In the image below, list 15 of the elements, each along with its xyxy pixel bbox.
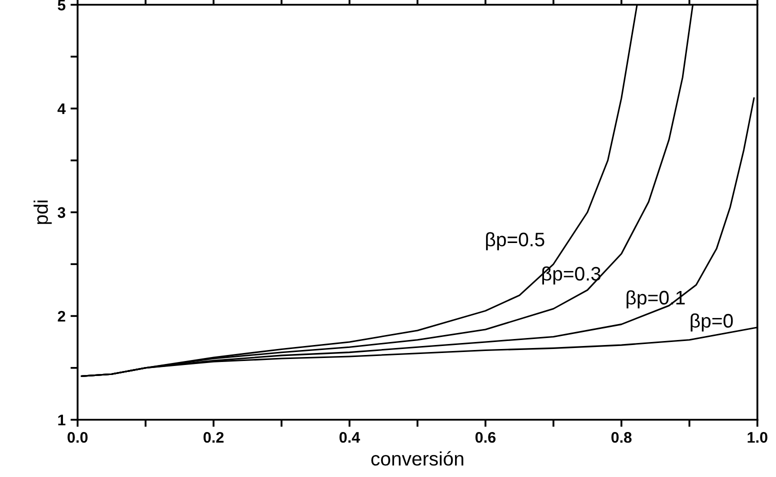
x-tick-label: 1.0 <box>748 432 768 443</box>
x-tick-label: 0.8 <box>611 432 632 443</box>
y-axis-title: pdi <box>34 200 52 224</box>
y-tick-label: 4 <box>58 104 66 114</box>
x-tick-label: 0.6 <box>475 432 496 443</box>
y-tick-label: 5 <box>58 0 66 10</box>
x-tick-label: 0.4 <box>339 432 360 443</box>
series-label: βp=0 <box>690 313 733 332</box>
y-tick-label: 3 <box>58 207 66 218</box>
series-label: βp=0.5 <box>486 232 544 250</box>
y-tick-label: 1 <box>58 414 66 426</box>
x-tick-label: 0.0 <box>68 432 88 443</box>
x-tick-label: 0.2 <box>204 432 224 443</box>
x-axis-title: conversión <box>371 451 464 466</box>
y-tick-label: 2 <box>58 310 66 322</box>
